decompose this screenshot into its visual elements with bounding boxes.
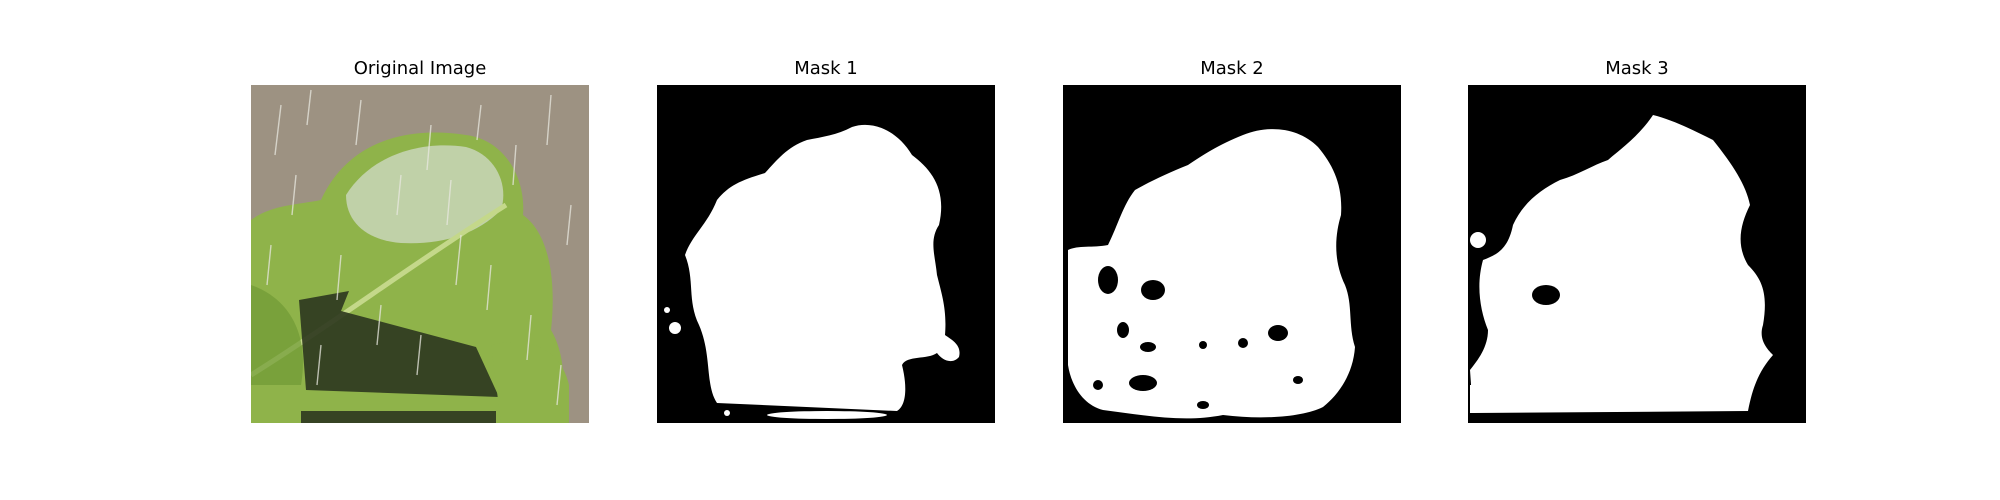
mask-3-image	[1468, 85, 1806, 423]
panel-title-mask-1: Mask 1	[794, 58, 858, 79]
mask-1-image	[657, 85, 995, 423]
panel-title-original: Original Image	[353, 58, 487, 79]
panel-title-mask-3: Mask 3	[1605, 58, 1669, 79]
mask-2-image	[1063, 85, 1401, 423]
original-image	[251, 85, 589, 423]
panel-title-mask-2: Mask 2	[1200, 58, 1264, 79]
